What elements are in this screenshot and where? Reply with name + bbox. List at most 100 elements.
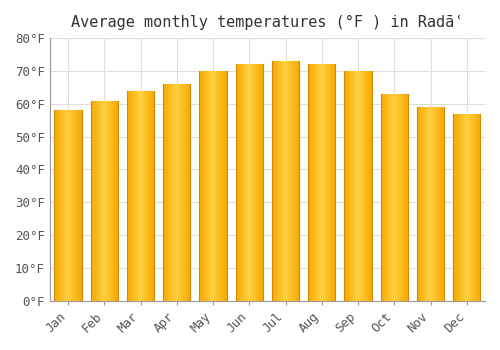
- Bar: [80, 110, 81, 301]
- Bar: [313, 64, 314, 301]
- Bar: [141, 91, 142, 301]
- Bar: [315, 64, 316, 301]
- Bar: [441, 107, 442, 301]
- Bar: [406, 94, 407, 301]
- Bar: [433, 107, 434, 301]
- Bar: [363, 71, 364, 301]
- Bar: [167, 84, 168, 301]
- Bar: [58, 110, 59, 301]
- Bar: [404, 94, 405, 301]
- Bar: [405, 94, 406, 301]
- Bar: [105, 100, 106, 301]
- Bar: [200, 71, 201, 301]
- Bar: [214, 71, 215, 301]
- Bar: [437, 107, 438, 301]
- Bar: [368, 71, 369, 301]
- Bar: [252, 64, 253, 301]
- Bar: [464, 114, 465, 301]
- Bar: [187, 84, 188, 301]
- Bar: [57, 110, 58, 301]
- Bar: [134, 91, 135, 301]
- Bar: [347, 71, 348, 301]
- Bar: [420, 107, 421, 301]
- Bar: [355, 71, 356, 301]
- Bar: [102, 100, 103, 301]
- Bar: [260, 64, 262, 301]
- Bar: [460, 114, 461, 301]
- Bar: [128, 91, 129, 301]
- Bar: [148, 91, 149, 301]
- Bar: [112, 100, 113, 301]
- Bar: [238, 64, 239, 301]
- Bar: [348, 71, 349, 301]
- Bar: [276, 61, 277, 301]
- Bar: [145, 91, 146, 301]
- Bar: [474, 114, 475, 301]
- Bar: [386, 94, 388, 301]
- Bar: [144, 91, 145, 301]
- Bar: [320, 64, 322, 301]
- Bar: [289, 61, 290, 301]
- Bar: [108, 100, 109, 301]
- Bar: [457, 114, 458, 301]
- Bar: [380, 94, 382, 301]
- Bar: [175, 84, 176, 301]
- Bar: [185, 84, 186, 301]
- Bar: [407, 94, 408, 301]
- Bar: [219, 71, 220, 301]
- Bar: [471, 114, 472, 301]
- Bar: [440, 107, 441, 301]
- Bar: [423, 107, 424, 301]
- Bar: [398, 94, 399, 301]
- Title: Average monthly temperatures (°F ) in Radāʿ: Average monthly temperatures (°F ) in Ra…: [71, 15, 464, 30]
- Bar: [292, 61, 293, 301]
- Bar: [329, 64, 330, 301]
- Bar: [217, 71, 218, 301]
- Bar: [442, 107, 443, 301]
- Bar: [365, 71, 366, 301]
- Bar: [248, 64, 249, 301]
- Bar: [171, 84, 172, 301]
- Bar: [346, 71, 347, 301]
- Bar: [143, 91, 144, 301]
- Bar: [358, 71, 359, 301]
- Bar: [324, 64, 325, 301]
- Bar: [211, 71, 212, 301]
- Bar: [203, 71, 204, 301]
- Bar: [243, 64, 244, 301]
- Bar: [206, 71, 207, 301]
- Bar: [78, 110, 79, 301]
- Bar: [384, 94, 385, 301]
- Bar: [253, 64, 254, 301]
- Bar: [294, 61, 295, 301]
- Bar: [428, 107, 429, 301]
- Bar: [298, 61, 299, 301]
- Bar: [166, 84, 167, 301]
- Bar: [281, 61, 282, 301]
- Bar: [218, 71, 219, 301]
- Bar: [465, 114, 466, 301]
- Bar: [288, 61, 289, 301]
- Bar: [251, 64, 252, 301]
- Bar: [207, 71, 208, 301]
- Bar: [418, 107, 419, 301]
- Bar: [114, 100, 115, 301]
- Bar: [64, 110, 66, 301]
- Bar: [216, 71, 217, 301]
- Bar: [66, 110, 67, 301]
- Bar: [103, 100, 104, 301]
- Bar: [309, 64, 310, 301]
- Bar: [274, 61, 275, 301]
- Bar: [96, 100, 97, 301]
- Bar: [180, 84, 181, 301]
- Bar: [349, 71, 350, 301]
- Bar: [110, 100, 111, 301]
- Bar: [153, 91, 154, 301]
- Bar: [81, 110, 82, 301]
- Bar: [402, 94, 403, 301]
- Bar: [92, 100, 93, 301]
- Bar: [357, 71, 358, 301]
- Bar: [202, 71, 203, 301]
- Bar: [135, 91, 136, 301]
- Bar: [297, 61, 298, 301]
